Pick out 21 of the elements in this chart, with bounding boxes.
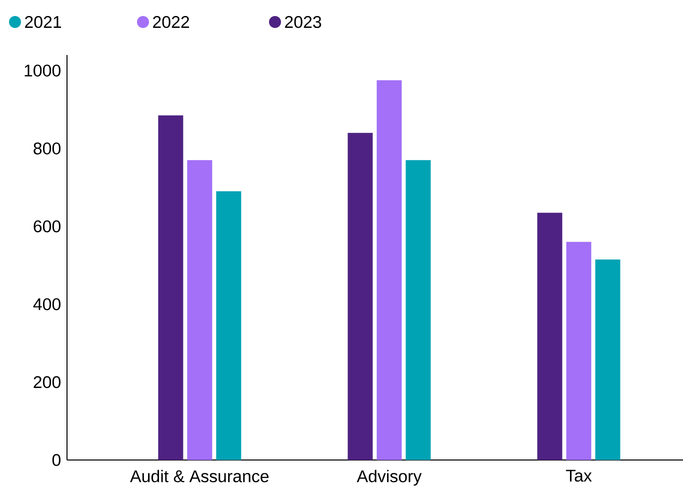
bar — [348, 132, 373, 460]
legend-label: 2021 — [25, 16, 62, 28]
y-tick-label: 200 — [34, 376, 60, 388]
y-tick-label: 1000 — [24, 64, 60, 77]
bar — [595, 259, 620, 460]
bar — [376, 80, 402, 460]
legend-label: 2023 — [285, 16, 322, 28]
bar — [216, 191, 242, 460]
bar — [158, 115, 184, 460]
x-tick-label: Audit & Assurance — [130, 470, 269, 482]
y-tick-label: 800 — [34, 142, 60, 154]
x-tick-label: Tax — [566, 470, 592, 482]
bar — [537, 212, 562, 460]
bar — [187, 160, 212, 460]
y-tick-label: 600 — [34, 220, 60, 232]
y-tick-label: 400 — [33, 298, 60, 310]
y-tick-label: 0 — [52, 454, 60, 466]
x-tick-label: Advisory — [356, 470, 422, 486]
legend-label: 2022 — [153, 16, 190, 28]
bar — [406, 160, 431, 460]
bar — [566, 242, 592, 460]
